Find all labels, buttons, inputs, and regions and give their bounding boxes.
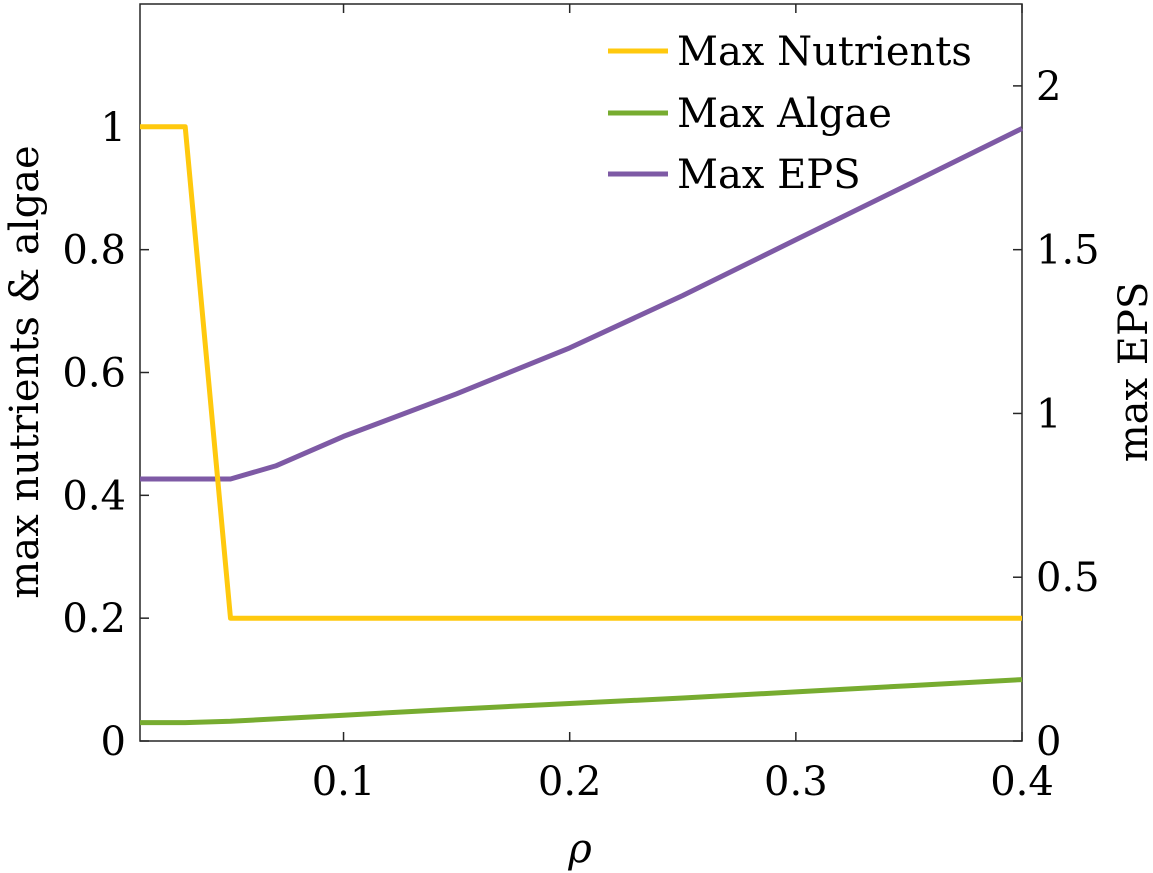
series-line-max-algae: [140, 677, 1023, 726]
y-tick-label-right: 1: [1036, 391, 1061, 437]
y-tick-label-right: 0.5: [1036, 555, 1100, 601]
y-tick-label-left: 0.4: [62, 473, 126, 519]
x-tick-label: 0.3: [764, 759, 828, 805]
y-axis-label-left: max nutrients & algae: [2, 145, 48, 598]
y-axis-label-right: max EPS: [1111, 282, 1153, 463]
series-line-max-nutrients: [140, 124, 1022, 621]
x-tick-label: 0.2: [538, 759, 602, 805]
legend-label-max-eps: Max EPS: [677, 152, 861, 198]
y-tick-label-left: 0.2: [62, 596, 126, 642]
series-lines: [140, 124, 1024, 726]
y-axis-right: 0 0.5 1 1.5 2: [1013, 64, 1100, 765]
y-tick-label-left: 0: [101, 719, 126, 765]
y-tick-label-left: 1: [101, 105, 126, 151]
y-tick-label-right: 1.5: [1036, 228, 1100, 274]
x-axis: 0.1 0.2 0.3 0.4: [312, 4, 1054, 805]
legend-label-max-nutrients: Max Nutrients: [677, 29, 972, 75]
y-tick-label-right: 2: [1036, 64, 1061, 110]
y-tick-label-left: 0.8: [62, 228, 126, 274]
y-axis-left: 0 0.2 0.4 0.6 0.8 1: [62, 105, 149, 765]
x-tick-label: 0.1: [312, 759, 376, 805]
y-tick-label-left: 0.6: [62, 351, 126, 397]
legend-label-max-algae: Max Algae: [677, 91, 892, 137]
x-tick-label: 0.4: [990, 759, 1054, 805]
y-tick-label-right: 0: [1036, 719, 1061, 765]
x-axis-label: ρ: [567, 826, 592, 872]
legend: Max Nutrients Max Algae Max EPS: [608, 29, 972, 198]
